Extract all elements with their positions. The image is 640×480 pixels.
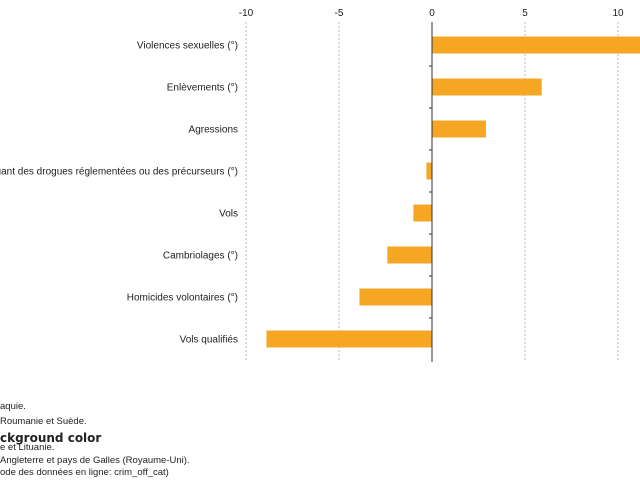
bars <box>266 36 640 348</box>
category-label: Homicides volontaires (°) <box>127 293 238 304</box>
footnote-6: ode des données en ligne: crim_off_cat) <box>0 467 169 478</box>
category-label: Enlèvements (°) <box>167 83 238 94</box>
bar <box>266 330 432 348</box>
category-label: Violences sexuelles (°) <box>137 41 238 52</box>
footnote-4: e et Lituanie. <box>0 442 55 453</box>
bar <box>413 204 432 222</box>
bar <box>387 246 432 264</box>
footnote-3: ckground color <box>0 431 102 445</box>
footnote-2: Roumanie et Suède. <box>0 416 87 427</box>
category-labels: Violences sexuelles (°) Enlèvements (°) Ag… <box>0 41 238 346</box>
footnote-5: Angleterre et pays de Galles (Royaume-Un… <box>0 455 190 466</box>
bar <box>432 120 486 138</box>
x-tick-label: 0 <box>429 8 435 19</box>
bar <box>432 78 542 96</box>
x-tick-labels: -10 -5 0 5 10 <box>239 8 624 19</box>
category-label: Vols qualifiés <box>180 335 238 346</box>
bar <box>432 36 640 54</box>
bar <box>359 288 432 306</box>
x-tick-label: 5 <box>522 8 528 19</box>
category-label: Cambriolages (°) <box>163 251 238 262</box>
category-label: …uant des drogues réglementées ou des pr… <box>0 167 238 178</box>
axes <box>429 22 433 362</box>
x-tick-label: -5 <box>335 8 344 19</box>
category-label: Vols <box>219 209 238 220</box>
x-tick-label: -10 <box>239 8 254 19</box>
bar <box>426 162 432 180</box>
x-tick-label: 10 <box>612 8 624 19</box>
category-label: Agressions <box>189 125 238 136</box>
footnote-1: aquie. <box>0 401 26 412</box>
